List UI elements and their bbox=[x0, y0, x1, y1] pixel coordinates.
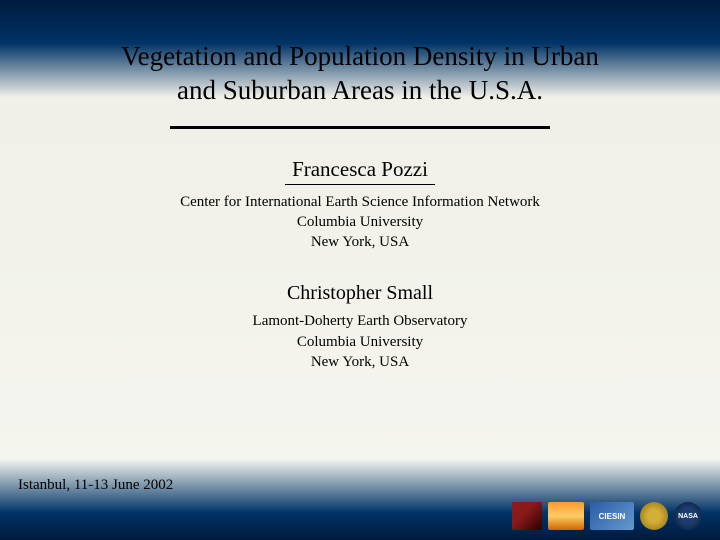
author-2-affiliation: Lamont-Doherty Earth Observatory Columbi… bbox=[30, 311, 690, 372]
title-divider bbox=[170, 126, 550, 129]
author-1-name: Francesca Pozzi bbox=[30, 157, 690, 182]
title-line-1: Vegetation and Population Density in Urb… bbox=[121, 41, 599, 71]
affil-2-loc: New York, USA bbox=[311, 354, 409, 370]
nasa-logo-icon: NASA bbox=[674, 502, 702, 530]
seal-logo-icon bbox=[640, 502, 668, 530]
author-2-name: Christopher Small bbox=[30, 282, 690, 305]
affil-1-univ: Columbia University bbox=[297, 214, 423, 230]
sponsor-logos: CIESIN NASA bbox=[512, 502, 702, 530]
affil-2-org: Lamont-Doherty Earth Observatory bbox=[253, 313, 468, 329]
affil-1-loc: New York, USA bbox=[311, 234, 409, 250]
slide-title: Vegetation and Population Density in Urb… bbox=[30, 40, 690, 108]
title-line-2: and Suburban Areas in the U.S.A. bbox=[177, 75, 543, 105]
author-1-underline bbox=[285, 184, 435, 185]
logo-1-icon bbox=[512, 502, 542, 530]
affil-1-org: Center for International Earth Science I… bbox=[180, 194, 540, 210]
ciesin-logo-icon: CIESIN bbox=[590, 502, 634, 530]
author-1-affiliation: Center for International Earth Science I… bbox=[30, 192, 690, 253]
title-slide: Vegetation and Population Density in Urb… bbox=[0, 0, 720, 540]
affil-2-univ: Columbia University bbox=[297, 334, 423, 350]
logo-2-icon bbox=[548, 502, 584, 530]
conference-footer: Istanbul, 11-13 June 2002 bbox=[18, 477, 173, 494]
